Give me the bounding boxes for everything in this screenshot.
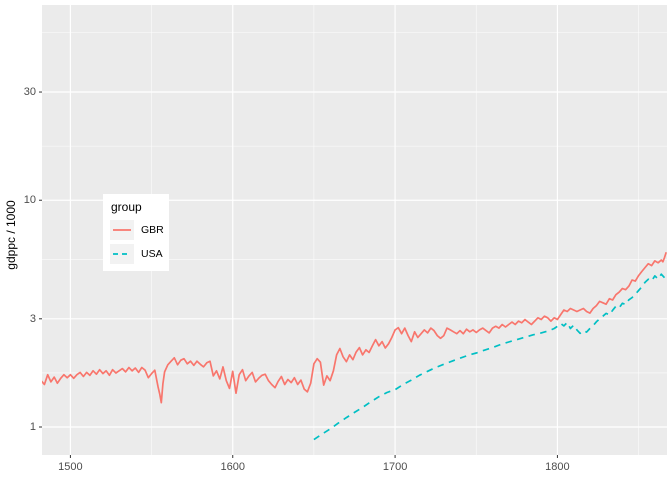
legend-entry-gbr: GBR [110, 220, 169, 240]
y-tick-label: 30 [23, 86, 36, 99]
legend-title: group [111, 200, 142, 214]
y-tick-label: 3 [29, 312, 36, 325]
legend-key-gbr [110, 220, 134, 240]
x-tick-label: 1800 [545, 461, 570, 473]
legend-key-usa [110, 244, 134, 264]
legend: group GBR USA [103, 194, 169, 271]
legend-label-usa: USA [141, 248, 163, 260]
y-tick-label: 1 [29, 420, 36, 433]
x-tick-label: 1700 [382, 461, 408, 473]
y-axis-title: gdppc / 1000 [4, 200, 18, 270]
usa-line-sample-svg [113, 253, 131, 255]
series-line-gbr [42, 251, 667, 404]
series-line-usa [313, 273, 667, 441]
x-tick-label: 1600 [220, 461, 245, 473]
y-tick-label: 10 [23, 194, 36, 207]
legend-label-gbr: GBR [141, 224, 164, 236]
x-tick-label: 1500 [58, 461, 83, 473]
legend-entry-usa: USA [110, 244, 169, 264]
gbr-line-sample-svg [113, 229, 131, 231]
